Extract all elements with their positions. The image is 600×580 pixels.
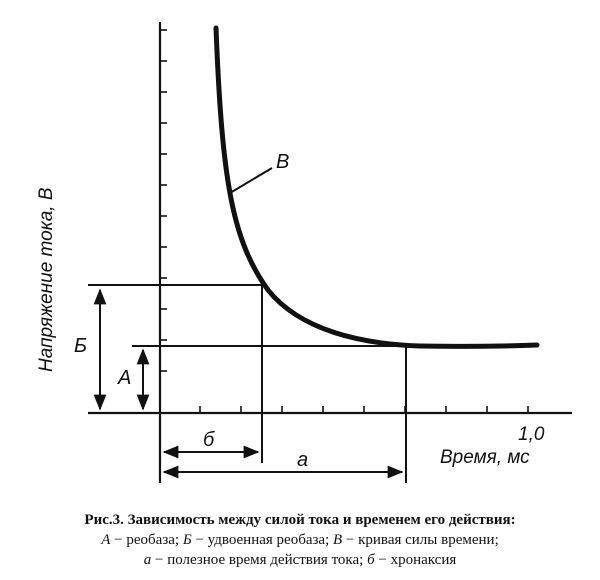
x-tick-label: 1,0 (518, 424, 545, 445)
caption-key-c-upper: В (332, 532, 343, 548)
caption-line-2: А − реобаза; Б − удвоенная реобаза; В − … (0, 530, 600, 550)
figure: В Б А б а 1,0 Время, мс Напряжение тока,… (36, 22, 572, 483)
caption-key-a-upper: А (101, 532, 111, 548)
strength-duration-curve (213, 25, 540, 349)
caption-text-b-lower: − хронаксия (374, 552, 457, 568)
caption-text-a-lower: − полезное время действия тока; (151, 552, 368, 568)
caption-key-a-lower: а (143, 552, 152, 568)
caption-title: Рис.3. Зависимость между силой тока и вр… (84, 512, 516, 528)
caption-key-b-lower: б (367, 552, 375, 568)
y-axis-ticks (160, 29, 167, 372)
caption-text-a-upper: − реобаза; (110, 532, 183, 548)
y-axis-label: Напряжение тока, В (36, 187, 57, 372)
curve-label-leader (229, 167, 273, 194)
caption-line-3: а − полезное время действия тока; б − хр… (0, 550, 600, 570)
figure-caption: Рис.3. Зависимость между силой тока и вр… (0, 510, 600, 570)
x-axis-ticks (199, 406, 529, 413)
label-double-rheobase: Б (74, 335, 87, 357)
rheobase-chronaxie-chart: В Б А б а 1,0 Время, мс Напряжение тока,… (36, 22, 572, 483)
curve-label: В (276, 151, 289, 173)
label-chronaxie: б (203, 429, 215, 451)
x-axis-label: Время, мс (440, 447, 530, 468)
label-useful-time: а (297, 449, 308, 471)
label-rheobase: А (117, 367, 131, 389)
caption-text-b-upper: − удвоенная реобаза; (191, 532, 333, 548)
caption-key-b-upper: Б (182, 532, 192, 548)
caption-text-c-upper: − кривая силы времени; (342, 532, 499, 548)
